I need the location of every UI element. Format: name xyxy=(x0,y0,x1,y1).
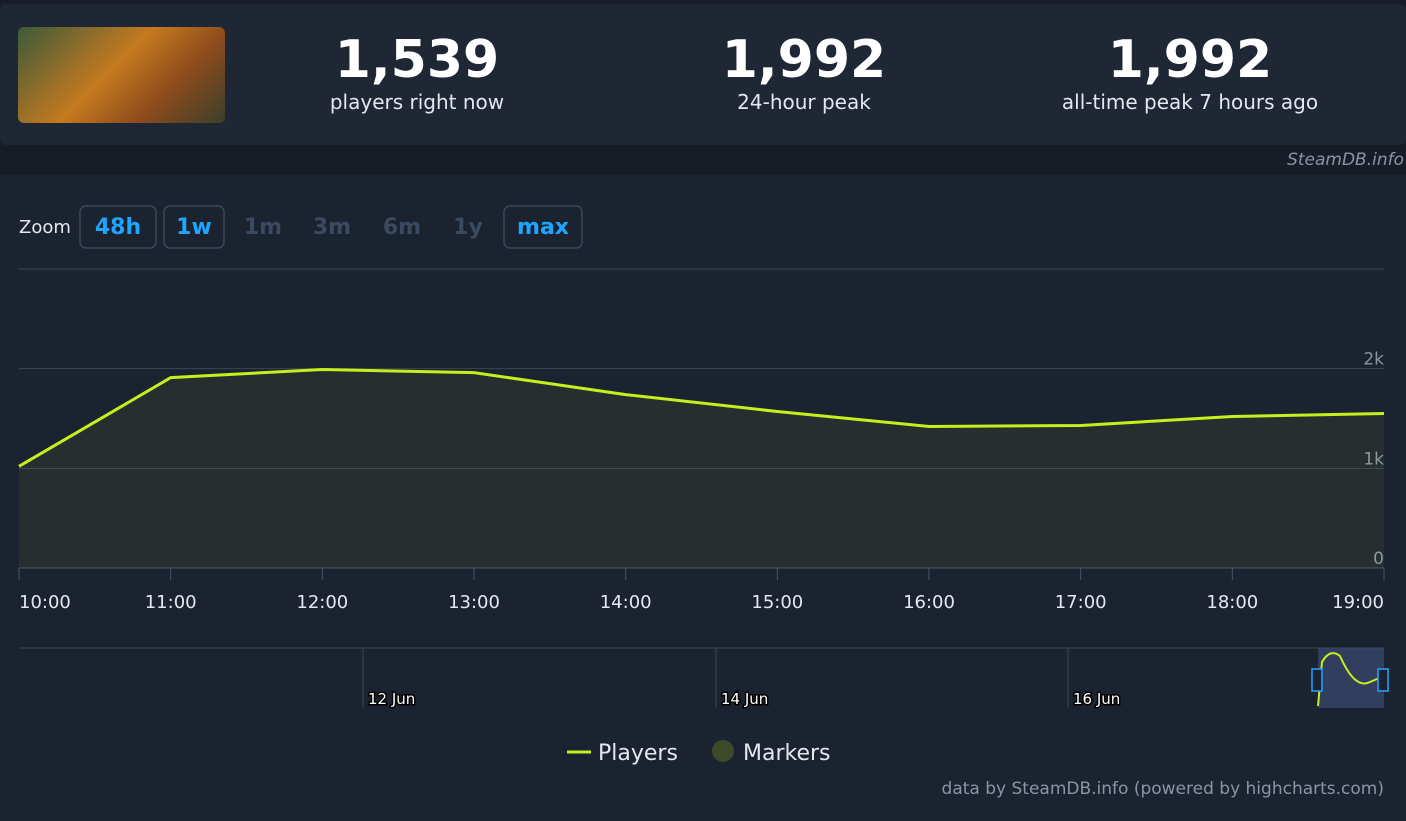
zoom-button-label: 3m xyxy=(313,215,351,240)
stat: 1,539 players right now xyxy=(237,30,597,114)
x-tick-label: 16:00 xyxy=(903,592,955,613)
chart-panel xyxy=(0,175,1406,821)
source: SteamDB.info xyxy=(1287,150,1404,170)
stat: 1,992 all-time peak 7 hours ago xyxy=(1010,30,1370,114)
navigator-line xyxy=(1317,652,1385,707)
stat-label: all-time peak 7 hours ago xyxy=(1061,90,1319,114)
x-tick-label: 11:00 xyxy=(145,592,197,613)
navigator-handle[interactable] xyxy=(1311,668,1323,692)
x-tick-label: 15:00 xyxy=(751,592,803,613)
line xyxy=(18,367,1385,468)
zoom-button-label: 6m xyxy=(383,215,421,240)
zoom-button[interactable] xyxy=(79,205,157,249)
x-tick-label: 19:00 xyxy=(1332,592,1384,613)
navigator-label: 16 Jun xyxy=(1073,690,1120,708)
area xyxy=(19,369,1384,568)
x-tick-label: 12:00 xyxy=(296,592,348,613)
navigator-window xyxy=(1318,648,1384,708)
credits: data by SteamDB.info (powered by highcha… xyxy=(942,779,1384,799)
stat-value: 1,992 xyxy=(1107,30,1273,90)
stat-value: 1,539 xyxy=(334,30,500,90)
x-tick-label: 18:00 xyxy=(1206,592,1258,613)
zoom-button-label[interactable]: max xyxy=(517,215,569,240)
game-thumbnail xyxy=(18,27,225,123)
stat-label: players right now xyxy=(329,90,505,114)
navigator-handle[interactable] xyxy=(1377,668,1389,692)
x-tick-label: 17:00 xyxy=(1055,592,1107,613)
zoom-label: Zoom xyxy=(19,217,71,238)
zoom-button-label[interactable]: 1w xyxy=(176,215,212,240)
zoom-button[interactable] xyxy=(163,205,225,249)
stats-panel: 1,539 players right now 1,992 24-hour peak… xyxy=(0,4,1406,145)
x-tick-label: 10:00 xyxy=(19,592,71,613)
y-tick-label: 0 xyxy=(1373,549,1384,569)
legend-marker xyxy=(712,740,734,762)
x-tick-label: 14:00 xyxy=(600,592,652,613)
y-tick-label: 1k xyxy=(1363,449,1384,469)
legend-label[interactable]: Players xyxy=(598,741,678,766)
stat-value: 1,992 xyxy=(721,30,887,90)
zoom-button-label: 1y xyxy=(453,215,483,240)
navigator-label: 14 Jun xyxy=(721,690,768,708)
zoom-button[interactable] xyxy=(503,205,583,249)
x-tick-label: 13:00 xyxy=(448,592,500,613)
navigator-label: 12 Jun xyxy=(368,690,415,708)
stat-label: 24-hour peak xyxy=(737,90,871,114)
zoom-button-label: 1m xyxy=(244,215,282,240)
legend-label[interactable]: Markers xyxy=(743,741,831,766)
zoom-button-label[interactable]: 48h xyxy=(95,215,141,240)
y-tick-label: 2k xyxy=(1363,350,1384,370)
stat: 1,992 24-hour peak xyxy=(624,30,984,114)
